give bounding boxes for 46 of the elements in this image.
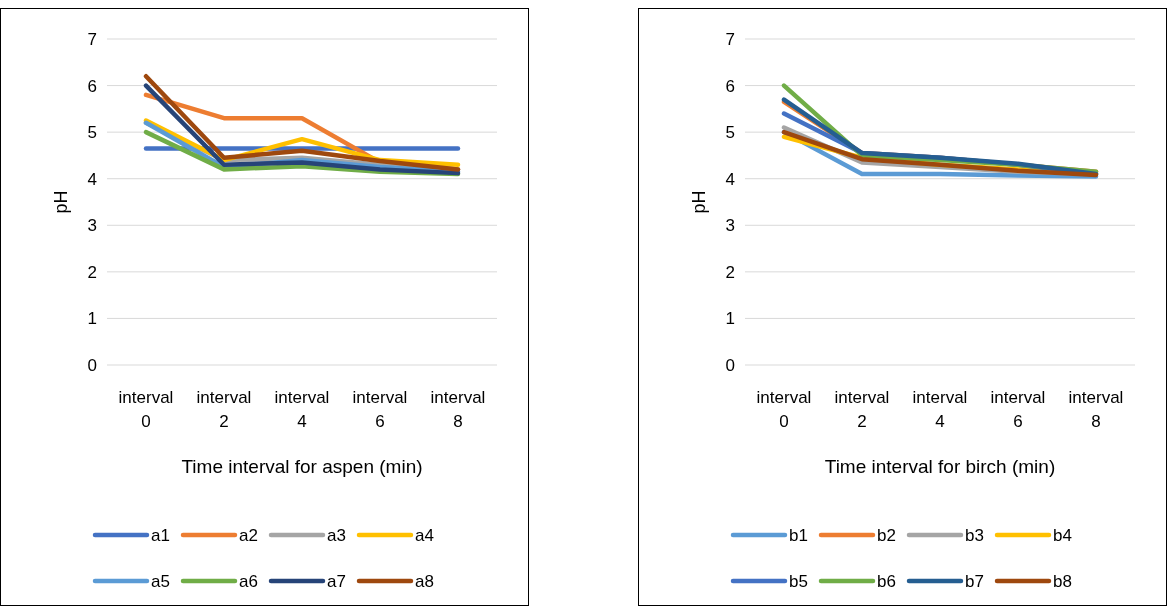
legend-label: a1 [151,525,170,545]
legend-label: b7 [965,571,984,591]
y-tick-label: 7 [87,29,97,49]
x-tick-label: interval 8 [1068,388,1124,431]
legend-label: a7 [327,571,346,591]
legend-label: b2 [877,525,896,545]
y-tick-label: 4 [725,169,735,189]
x-tick-label: interval 0 [118,388,174,431]
legend-label: a2 [239,525,258,545]
x-tick-label: interval 4 [912,388,968,431]
y-tick-label: 7 [725,29,735,49]
legend-label: b5 [789,571,808,591]
legend-label: a6 [239,571,258,591]
y-tick-label: 6 [725,76,735,96]
x-tick-label: interval 2 [834,388,890,431]
x-axis-title: Time interval for birch (min) [824,456,1056,477]
legend-label: b8 [1053,571,1072,591]
y-tick-label: 5 [725,123,735,143]
y-tick-label: 3 [87,216,97,236]
y-tick-label: 2 [725,262,735,282]
y-tick-label: 2 [87,262,97,282]
legend-label: b4 [1053,525,1072,545]
x-axis-title: Time interval for aspen (min) [181,456,423,477]
y-tick-label: 0 [87,355,97,375]
x-tick-label: interval 2 [196,388,252,431]
x-tick-label: interval 6 [990,388,1046,431]
x-tick-label: interval 8 [430,388,486,431]
y-tick-label: 6 [87,76,97,96]
y-tick-label: 4 [87,169,97,189]
y-tick-label: 5 [87,123,97,143]
legend-label: b6 [877,571,896,591]
y-axis-title: pH [51,190,71,214]
y-tick-label: 3 [725,216,735,236]
y-axis-title: pH [689,190,709,214]
legend-label: a8 [415,571,434,591]
y-tick-label: 1 [87,309,97,329]
x-tick-label: interval 0 [756,388,812,431]
x-tick-label: interval 6 [352,388,408,431]
y-tick-label: 0 [725,355,735,375]
legend-label: b3 [965,525,984,545]
legend-label: a4 [415,525,434,545]
legend-label: b1 [789,525,808,545]
x-tick-label: interval 4 [274,388,330,431]
legend-label: a5 [151,571,170,591]
legend-label: a3 [327,525,346,545]
y-tick-label: 1 [725,309,735,329]
